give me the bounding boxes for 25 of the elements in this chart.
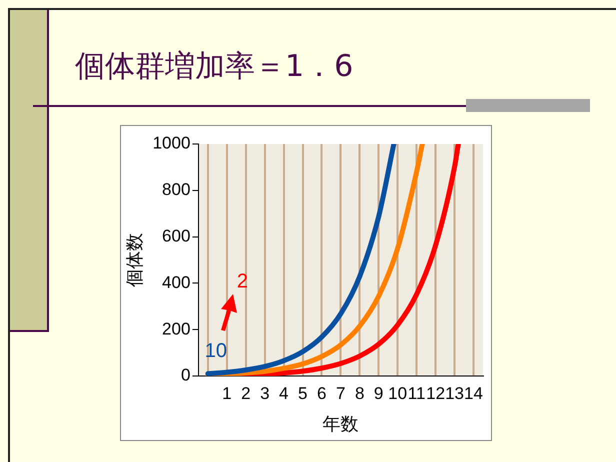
y-tick-label: 200	[162, 319, 190, 338]
y-tick-label: 600	[162, 226, 190, 246]
x-tick-label: 9	[374, 384, 384, 403]
y-tick-label: 800	[162, 180, 190, 200]
annotation: 2	[236, 270, 248, 293]
x-tick-label: 5	[298, 384, 308, 403]
x-tick-label: 7	[336, 384, 346, 403]
x-tick-label: 10	[388, 384, 408, 403]
annotation: 10	[204, 340, 228, 362]
x-tick-label: 4	[279, 384, 289, 403]
y-tick-label: 1000	[152, 134, 190, 153]
x-tick-label: 12	[426, 384, 446, 403]
y-axis-title: 個体数	[124, 233, 146, 287]
x-tick-label: 14	[464, 384, 483, 403]
chart-title: 個体群増加率＝1．6	[75, 48, 354, 86]
x-axis-title: 年数	[322, 414, 359, 435]
y-tick-label: 400	[162, 272, 190, 292]
x-tick-label: 2	[241, 384, 251, 403]
y-tick-label: 0	[180, 366, 190, 385]
x-tick-label: 11	[408, 384, 426, 403]
x-tick-label: 6	[317, 384, 326, 403]
x-tick-label: 1	[222, 384, 232, 403]
x-tick-label: 13	[445, 384, 464, 403]
x-tick-label: 8	[354, 384, 364, 403]
x-tick-label: 3	[260, 384, 270, 403]
